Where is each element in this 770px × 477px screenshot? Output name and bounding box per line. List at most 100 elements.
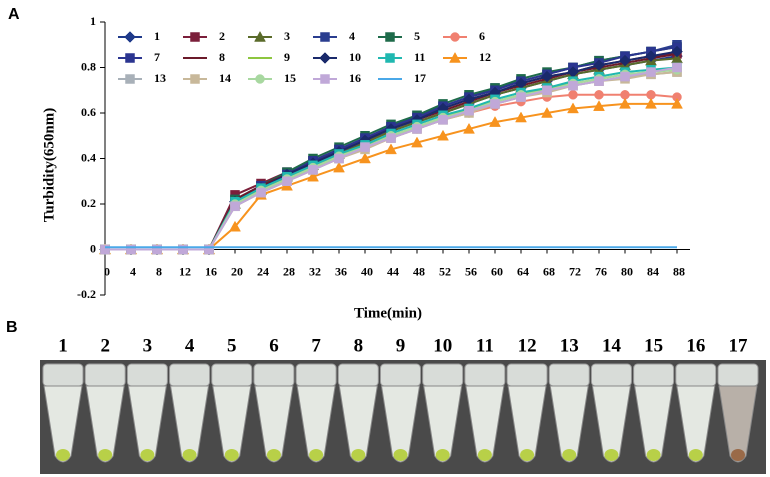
tube-pellet <box>520 449 535 461</box>
tube-label: 2 <box>100 335 110 356</box>
tube-cap <box>506 363 548 387</box>
legend-label: 8 <box>219 50 225 64</box>
tube-pellet <box>477 449 492 461</box>
marker <box>671 45 683 58</box>
marker <box>152 244 162 255</box>
legend-marker <box>385 53 395 63</box>
x-tick-label: 60 <box>491 264 503 278</box>
x-tick-label: 84 <box>647 264 659 278</box>
marker <box>568 80 578 91</box>
y-axis-title: Turbidity(650nm) <box>41 108 57 222</box>
marker <box>541 106 553 118</box>
series-line <box>105 71 678 251</box>
x-tick-label: 40 <box>361 264 373 278</box>
y-tick-label: 0 <box>90 241 96 255</box>
plot-area: -0.200.20.40.60.810 4 8 12 16 20 24 28 32 36 40 44 4… <box>77 14 690 301</box>
legend-label: 2 <box>219 29 225 43</box>
marker <box>438 115 448 125</box>
tube-pellet <box>309 449 324 461</box>
tube-label: 1 <box>58 335 68 356</box>
marker <box>360 142 370 152</box>
tube-pellet <box>688 449 703 461</box>
tube-pellet <box>140 449 155 461</box>
legend-marker <box>190 74 200 84</box>
series <box>100 90 682 255</box>
x-tick-label: 52 <box>439 264 451 278</box>
legend-marker <box>385 32 395 42</box>
x-tick-label: 72 <box>569 264 581 278</box>
tube-cap <box>253 363 295 387</box>
x-tick-label: 36 <box>335 264 347 278</box>
tube-label: 10 <box>433 335 452 356</box>
tube-cap <box>169 363 211 387</box>
tube-body <box>676 385 716 463</box>
marker <box>464 105 474 116</box>
x-tick-label: 12 <box>179 264 191 278</box>
legend-label: 10 <box>349 50 361 64</box>
panel-label: A <box>8 6 20 23</box>
tube-body <box>718 385 758 463</box>
marker <box>619 54 631 67</box>
x-tick-label: 32 <box>309 264 321 278</box>
tube-label: 16 <box>686 335 705 356</box>
tube-cap <box>295 363 337 387</box>
tube-cap <box>380 363 421 387</box>
marker <box>308 165 318 175</box>
tube-label: 9 <box>396 335 406 356</box>
tube-cap <box>548 363 590 387</box>
legend-marker <box>449 51 461 63</box>
tube-cap <box>464 363 506 387</box>
tube-pellet <box>351 449 366 461</box>
tube-body <box>423 385 463 463</box>
tube-body <box>212 385 252 463</box>
tube-body <box>43 385 83 463</box>
tube-body <box>380 385 421 463</box>
legend-marker <box>255 74 265 84</box>
tube-body <box>169 385 210 463</box>
series <box>100 62 682 255</box>
marker <box>542 85 552 95</box>
marker <box>516 92 526 102</box>
tube-cap <box>42 363 84 387</box>
tube-cap <box>675 363 717 387</box>
marker <box>463 122 475 134</box>
x-tick-label: 0 <box>104 264 110 278</box>
tube-pellet <box>56 449 70 461</box>
marker <box>307 170 319 182</box>
tube-pellet <box>182 449 197 461</box>
marker <box>230 201 240 212</box>
legend-label: 6 <box>479 29 485 43</box>
marker <box>386 133 396 143</box>
series-line <box>105 71 678 251</box>
x-tick-label: 68 <box>543 264 555 278</box>
x-tick-label: 24 <box>257 264 269 278</box>
series <box>100 65 682 255</box>
legend-marker <box>254 30 266 42</box>
marker <box>490 99 500 109</box>
marker <box>256 187 266 198</box>
tube-label: 6 <box>269 335 279 356</box>
marker <box>646 67 656 77</box>
tube-cap <box>126 363 168 387</box>
series <box>105 68 678 251</box>
tube-pellet <box>266 449 281 461</box>
tube-cap <box>211 363 253 387</box>
tube-cap <box>717 363 759 387</box>
tube-label: 7 <box>311 335 321 356</box>
tube-pellet <box>98 449 113 461</box>
legend-label: 4 <box>349 29 355 43</box>
marker <box>229 220 241 232</box>
tube-pellet <box>604 449 619 461</box>
legend-marker <box>124 31 136 43</box>
marker <box>515 111 527 123</box>
x-tick-label: 28 <box>283 264 295 278</box>
marker <box>593 100 605 111</box>
marker <box>359 152 371 164</box>
legend-label: 12 <box>479 50 491 64</box>
x-tick-label: 20 <box>231 264 243 278</box>
legend-marker <box>450 32 460 42</box>
y-tick-label: 0.4 <box>81 150 96 164</box>
tube-label: 12 <box>518 335 537 356</box>
